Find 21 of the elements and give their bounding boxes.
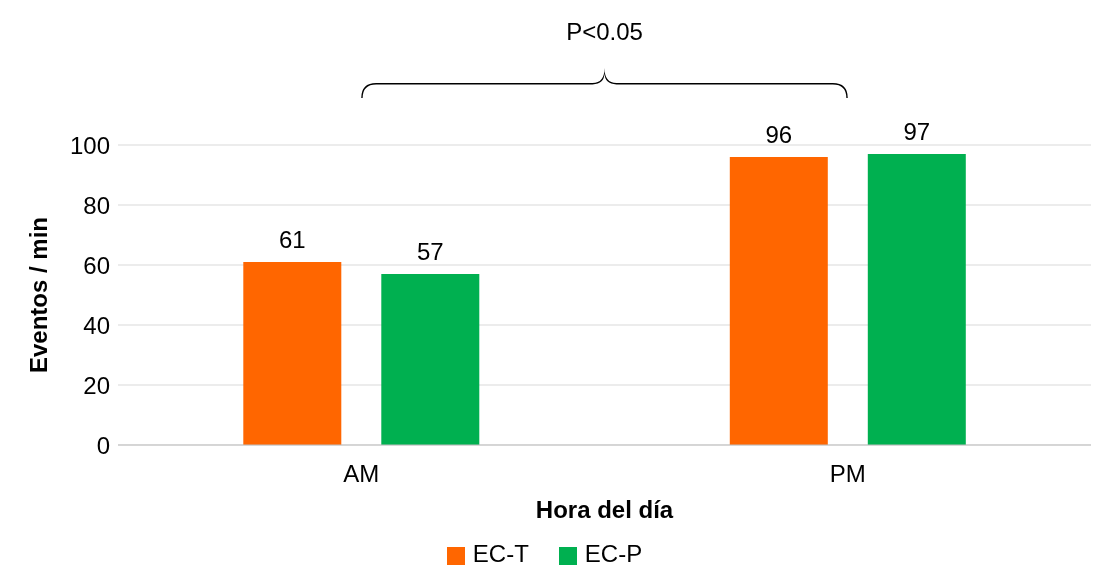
bar: [381, 274, 480, 445]
text: P<0.05: [566, 18, 643, 45]
x-axis-title: Hora del día: [535, 496, 674, 523]
y-tick-label: 40: [83, 311, 110, 339]
y-tick-label: 100: [69, 131, 110, 159]
legend-label: EC-T: [472, 540, 529, 567]
y-axis-title: Eventos / min: [24, 216, 52, 374]
bar: [243, 262, 342, 445]
bar: [729, 157, 828, 445]
y-tick-label: 0: [96, 431, 110, 459]
data-label: 57: [416, 238, 444, 265]
data-label: 61: [278, 226, 306, 253]
x-tick-label: AM: [343, 460, 380, 488]
y-tick-label: 80: [83, 191, 110, 219]
y-tick-label: 20: [83, 371, 110, 399]
legend-label: EC-P: [584, 540, 643, 567]
x-tick-label: PM: [829, 460, 866, 488]
y-tick-label: 60: [83, 251, 110, 279]
data-label: 96: [765, 121, 793, 148]
bar: [867, 154, 966, 445]
data-label: 97: [903, 118, 931, 145]
